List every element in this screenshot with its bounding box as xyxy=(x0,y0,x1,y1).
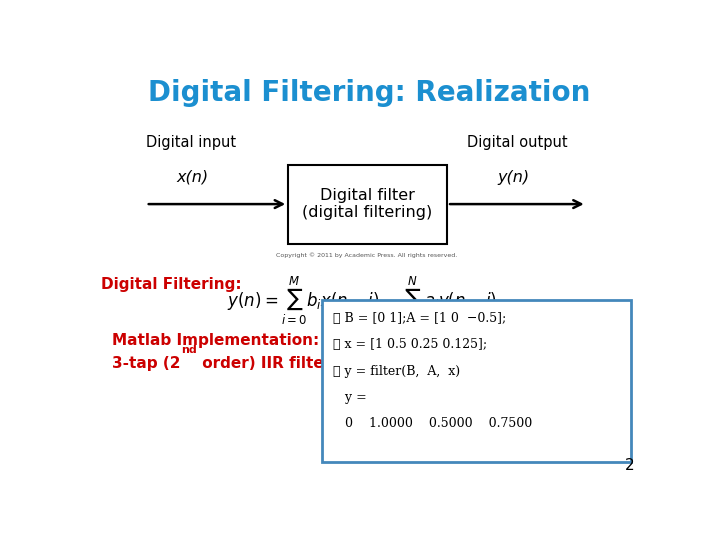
Text: y(n): y(n) xyxy=(498,170,529,185)
Text: Digital output: Digital output xyxy=(467,135,567,150)
Text: Digital filter
(digital filtering): Digital filter (digital filtering) xyxy=(302,188,433,220)
Text: nd: nd xyxy=(181,346,197,355)
Text: ≫ B = [0 1];A = [1 0  −0.5];: ≫ B = [0 1];A = [1 0 −0.5]; xyxy=(333,312,506,325)
Text: ≫ x = [1 0.5 0.25 0.125];: ≫ x = [1 0.5 0.25 0.125]; xyxy=(333,339,487,352)
Text: Digital Filtering: Realization: Digital Filtering: Realization xyxy=(148,79,590,107)
Text: $y(n) = \sum_{i=0}^{M} b_i x(n-i) - \sum_{j=1}^{N} a_j y(n-j).$: $y(n) = \sum_{i=0}^{M} b_i x(n-i) - \sum… xyxy=(227,275,502,330)
Text: x(n): x(n) xyxy=(176,170,209,185)
Text: 2: 2 xyxy=(624,458,634,473)
Text: Matlab Implementation:: Matlab Implementation: xyxy=(112,333,320,348)
Text: 3-tap (2: 3-tap (2 xyxy=(112,356,181,371)
Text: Copyright © 2011 by Academic Press. All rights reserved.: Copyright © 2011 by Academic Press. All … xyxy=(276,253,456,258)
Text: Digital Filtering:: Digital Filtering: xyxy=(101,277,242,292)
Text: y =: y = xyxy=(333,391,366,404)
Text: 0    1.0000    0.5000    0.7500: 0 1.0000 0.5000 0.7500 xyxy=(333,417,532,430)
FancyBboxPatch shape xyxy=(322,300,631,462)
Text: ≫ y = filter(B,  A,  x): ≫ y = filter(B, A, x) xyxy=(333,364,460,377)
FancyBboxPatch shape xyxy=(288,165,447,244)
Text: Digital input: Digital input xyxy=(145,135,236,150)
Text: order) IIR filter: order) IIR filter xyxy=(197,356,330,371)
